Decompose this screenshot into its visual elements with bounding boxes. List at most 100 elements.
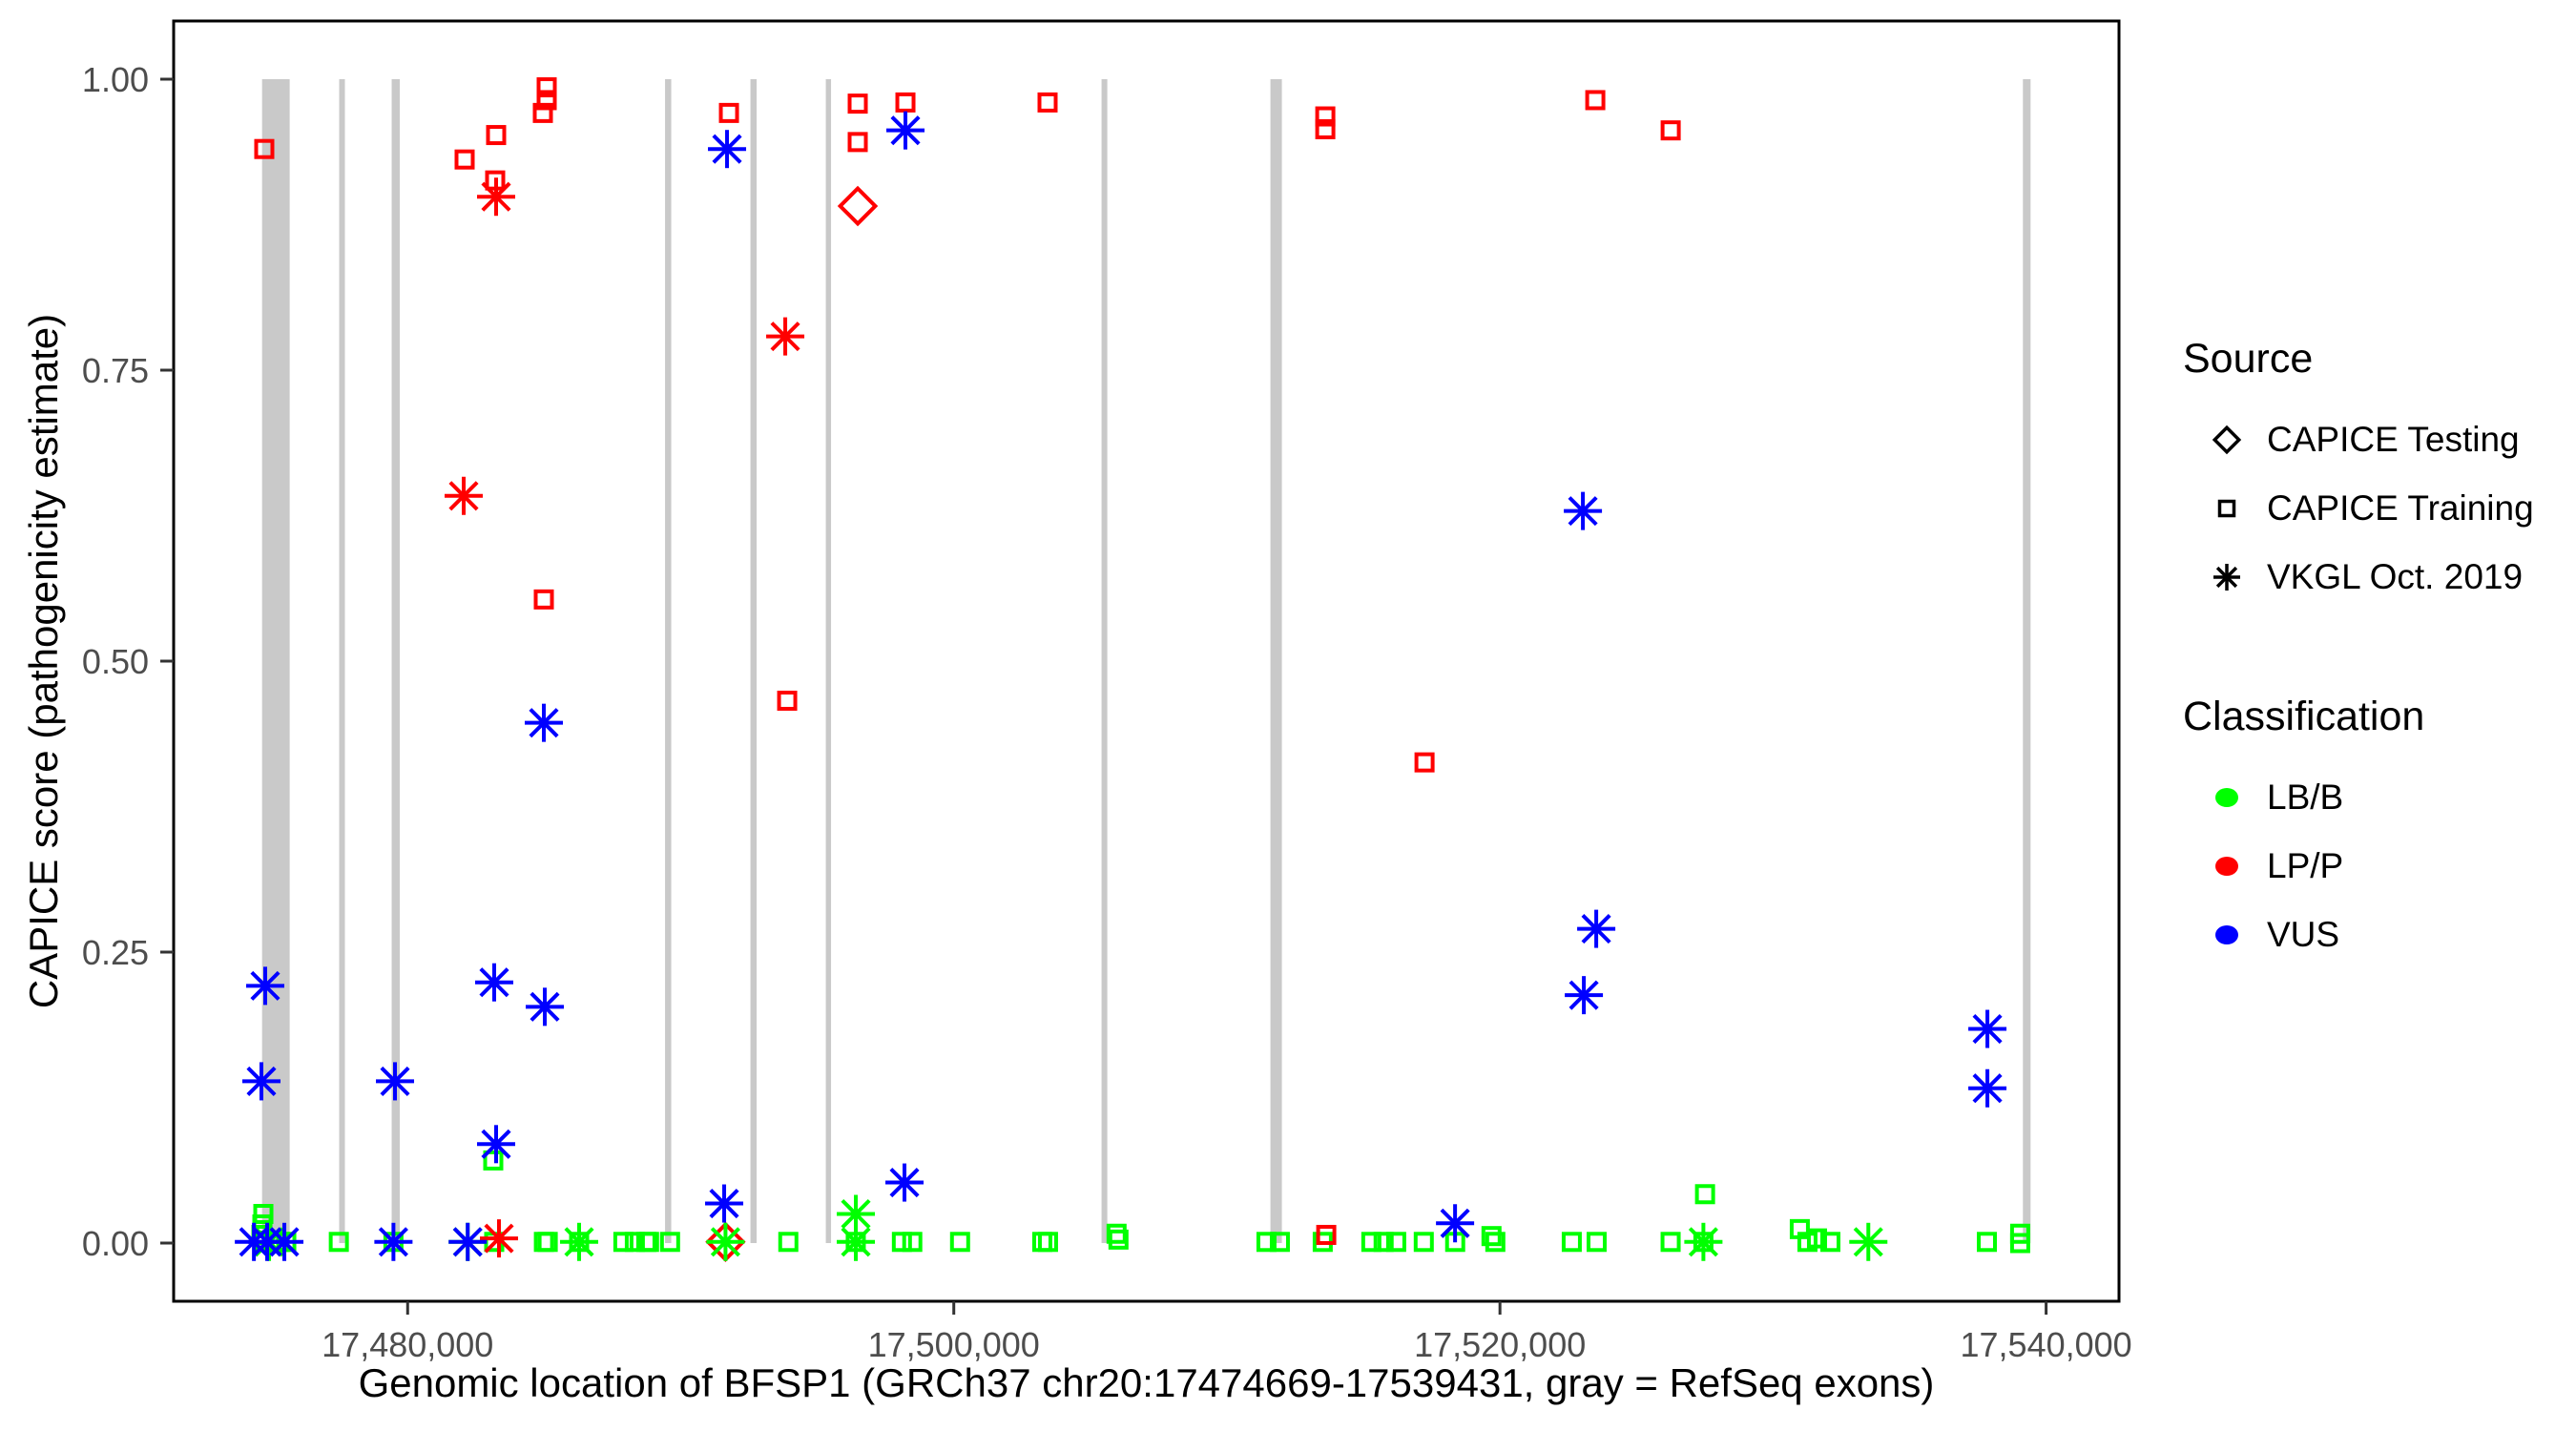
- x-axis-title: Genomic location of BFSP1 (GRCh37 chr20:…: [358, 1360, 1935, 1405]
- blue-dot-icon: [2215, 925, 2238, 944]
- legend-label: VKGL Oct. 2019: [2267, 557, 2524, 596]
- data-point: [1256, 1232, 1277, 1253]
- data-point: [902, 1232, 923, 1253]
- data-point: [245, 966, 284, 1006]
- data-point: [374, 1222, 413, 1261]
- data-point: [1315, 118, 1336, 139]
- x-tick-label: 17,480,000: [322, 1325, 493, 1364]
- data-point: [1684, 1222, 1723, 1261]
- data-point: [1586, 1232, 1607, 1253]
- legend-group-classification: Classification LB/B LP/P VUS: [2183, 694, 2576, 969]
- green-dot-icon: [2215, 788, 2238, 807]
- data-point: [1481, 1226, 1502, 1247]
- legend: Source CAPICE Testing CAPICE Training: [2183, 336, 2576, 1051]
- legend-label: CAPICE Testing: [2267, 420, 2520, 459]
- data-point: [837, 185, 879, 227]
- data-point: [1316, 1224, 1337, 1245]
- data-point: [766, 317, 805, 356]
- data-point: [1385, 1232, 1406, 1253]
- data-point: [1315, 106, 1336, 127]
- legend-item-lpp: LP/P: [2183, 832, 2576, 901]
- y-tick-label: 0.75: [82, 351, 149, 390]
- data-point: [376, 1062, 415, 1101]
- data-point: [1577, 909, 1616, 948]
- legend-group-source: Source CAPICE Testing CAPICE Training: [2183, 336, 2576, 612]
- data-point: [1564, 491, 1603, 530]
- data-point: [454, 149, 475, 170]
- data-point: [1694, 1184, 1715, 1205]
- data-point: [1436, 1204, 1475, 1243]
- exon-bar: [391, 79, 401, 1243]
- data-point: [1660, 1232, 1681, 1253]
- data-point: [253, 1204, 274, 1224]
- exon-bar: [750, 79, 758, 1243]
- data-point: [886, 111, 925, 150]
- legend-label: LB/B: [2267, 778, 2344, 817]
- data-point: [265, 1222, 304, 1261]
- data-point: [536, 90, 557, 111]
- data-point: [536, 77, 557, 98]
- legend-item-capice-testing: CAPICE Testing: [2183, 405, 2576, 474]
- data-point: [1968, 1009, 2007, 1048]
- data-point: [1806, 1228, 1827, 1249]
- legend-label: LP/P: [2267, 846, 2344, 885]
- data-point: [1565, 976, 1604, 1015]
- red-dot-icon: [2215, 857, 2238, 876]
- data-point: [241, 1062, 280, 1101]
- legend-item-vkgl: VKGL Oct. 2019: [2183, 543, 2576, 612]
- legend-classification-title: Classification: [2183, 694, 2425, 739]
- data-point: [705, 1184, 744, 1223]
- data-point: [486, 125, 507, 146]
- data-point: [1561, 1232, 1582, 1253]
- x-tick-label: 17,500,000: [868, 1325, 1040, 1364]
- legend-item-vus: VUS: [2183, 901, 2576, 969]
- exon-bar: [1101, 79, 1108, 1243]
- data-point: [837, 1222, 876, 1261]
- data-point: [2009, 1233, 2030, 1254]
- data-point: [1361, 1232, 1381, 1253]
- data-point: [448, 1222, 488, 1261]
- data-point: [895, 92, 916, 113]
- legend-label: VUS: [2267, 915, 2340, 954]
- data-point: [847, 93, 868, 114]
- exon-bar: [665, 79, 672, 1243]
- exon-bar: [339, 79, 345, 1243]
- data-point: [1373, 1232, 1394, 1253]
- exon-bar: [2023, 79, 2031, 1243]
- data-point: [444, 476, 483, 515]
- asterisk-icon: [2213, 564, 2240, 591]
- data-point: [891, 1232, 912, 1253]
- data-point: [1414, 752, 1435, 773]
- data-point: [1485, 1232, 1506, 1253]
- data-point: [525, 703, 564, 742]
- data-point: [1585, 90, 1606, 111]
- data-point: [1037, 92, 1058, 113]
- data-point: [477, 177, 516, 217]
- square-icon: [2217, 499, 2236, 518]
- data-point: [1037, 1232, 1058, 1253]
- y-tick-label: 0.25: [82, 933, 149, 972]
- data-point: [254, 138, 275, 159]
- data-point: [1413, 1232, 1434, 1253]
- data-point: [560, 1222, 599, 1261]
- data-point: [638, 1232, 659, 1253]
- data-point: [483, 1150, 504, 1171]
- legend-label: CAPICE Training: [2267, 488, 2534, 528]
- data-point: [526, 987, 565, 1027]
- y-tick-label: 0.00: [82, 1224, 149, 1263]
- data-point: [480, 1219, 519, 1258]
- data-point: [328, 1232, 349, 1253]
- data-point: [1106, 1223, 1127, 1244]
- data-point: [659, 1232, 680, 1253]
- data-point: [613, 1232, 634, 1253]
- data-point: [532, 102, 553, 123]
- exon-bar: [1270, 79, 1282, 1243]
- y-tick-label: 0.50: [82, 642, 149, 681]
- x-tick-label: 17,540,000: [1961, 1325, 2132, 1364]
- data-point: [1849, 1222, 1888, 1261]
- legend-item-capice-training: CAPICE Training: [2183, 474, 2576, 543]
- data-point: [533, 589, 554, 610]
- legend-item-lbb: LB/B: [2183, 763, 2576, 832]
